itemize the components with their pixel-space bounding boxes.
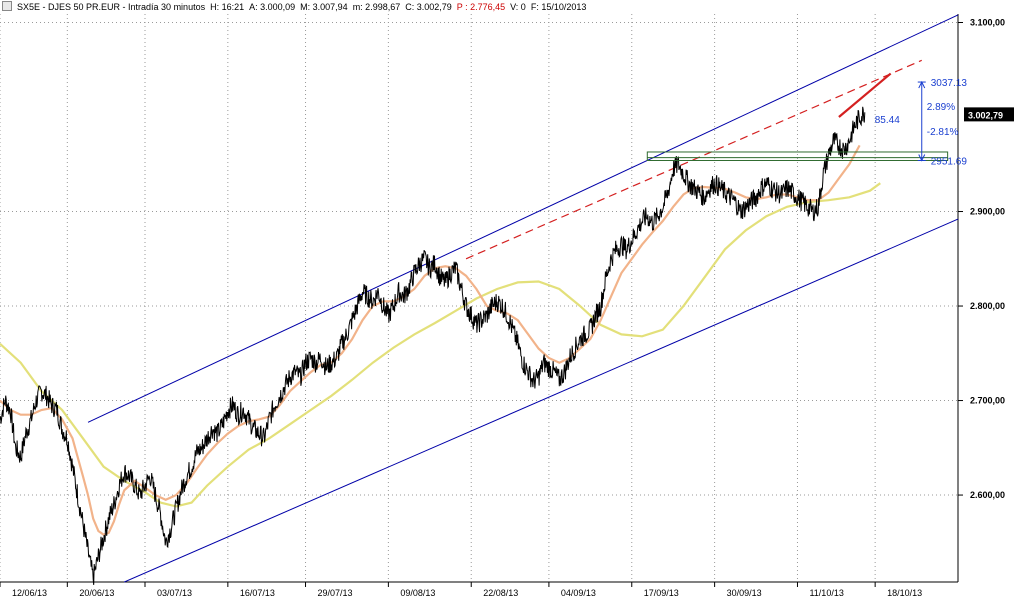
header-close: C: 3.002,79 [405,2,452,12]
x-tick-label: 18/10/13 [887,588,922,598]
y-tick-label: 2.800,00 [970,301,1005,311]
measure-top-label: 3037.13 [931,78,968,89]
x-tick-label: 20/06/13 [79,588,114,598]
header-m: M: 3.007,94 [300,2,348,12]
measure-pct-down-label: -2.81% [927,127,959,138]
x-tick-label: 03/07/13 [157,588,192,598]
x-tick-label: 09/08/13 [400,588,435,598]
header-volume: V: 0 [510,2,526,12]
resistance-line[interactable] [465,59,922,260]
price-series-line[interactable] [0,106,866,585]
y-tick-label: 2.900,00 [970,207,1005,217]
x-tick-label: 29/07/13 [318,588,353,598]
y-tick-label: 3.100,00 [970,18,1005,28]
header-p: P : 2.776,45 [456,2,506,12]
chart-menu-icon[interactable] [2,1,12,11]
x-tick-label: 30/09/13 [727,588,762,598]
x-tick-label: 04/09/13 [561,588,596,598]
y-tick-label: 2.600,00 [970,490,1005,500]
x-tick-label: 22/08/13 [483,588,518,598]
moving-average-slow [0,182,881,508]
header-symbol: SX5E - DJES 50 PR.EUR - Intradía 30 minu… [17,2,206,12]
x-tick-label: 16/07/13 [240,588,275,598]
x-tick-label: 17/09/13 [644,588,679,598]
measure-range-label: 85.44 [875,115,900,126]
header-low: m: 2.998,67 [352,2,401,12]
chart-header: SX5E - DJES 50 PR.EUR - Intradía 30 minu… [0,0,591,14]
last-price-tag [964,107,1014,122]
header-high: H: 16:21 [210,2,245,12]
y-tick-label: 2.700,00 [970,396,1005,406]
measure-arrow-up-icon [918,80,926,89]
measure-bottom-label: 2951.69 [931,156,968,167]
x-tick-label: 11/10/13 [809,588,843,598]
support-zone-box[interactable] [646,151,949,161]
channel-upper-line[interactable] [87,14,959,423]
header-date: F: 15/10/2013 [530,2,587,12]
last-price-label: 3.002,79 [968,110,1003,120]
x-tick-label: 12/06/13 [12,588,47,598]
resistance-projection[interactable] [838,72,892,118]
header-a: A: 3.000,09 [249,2,296,12]
measure-arrow-down-icon [918,154,926,162]
channel-lower-line[interactable] [124,218,959,583]
measure-pct-up-label: 2.89% [927,102,955,113]
